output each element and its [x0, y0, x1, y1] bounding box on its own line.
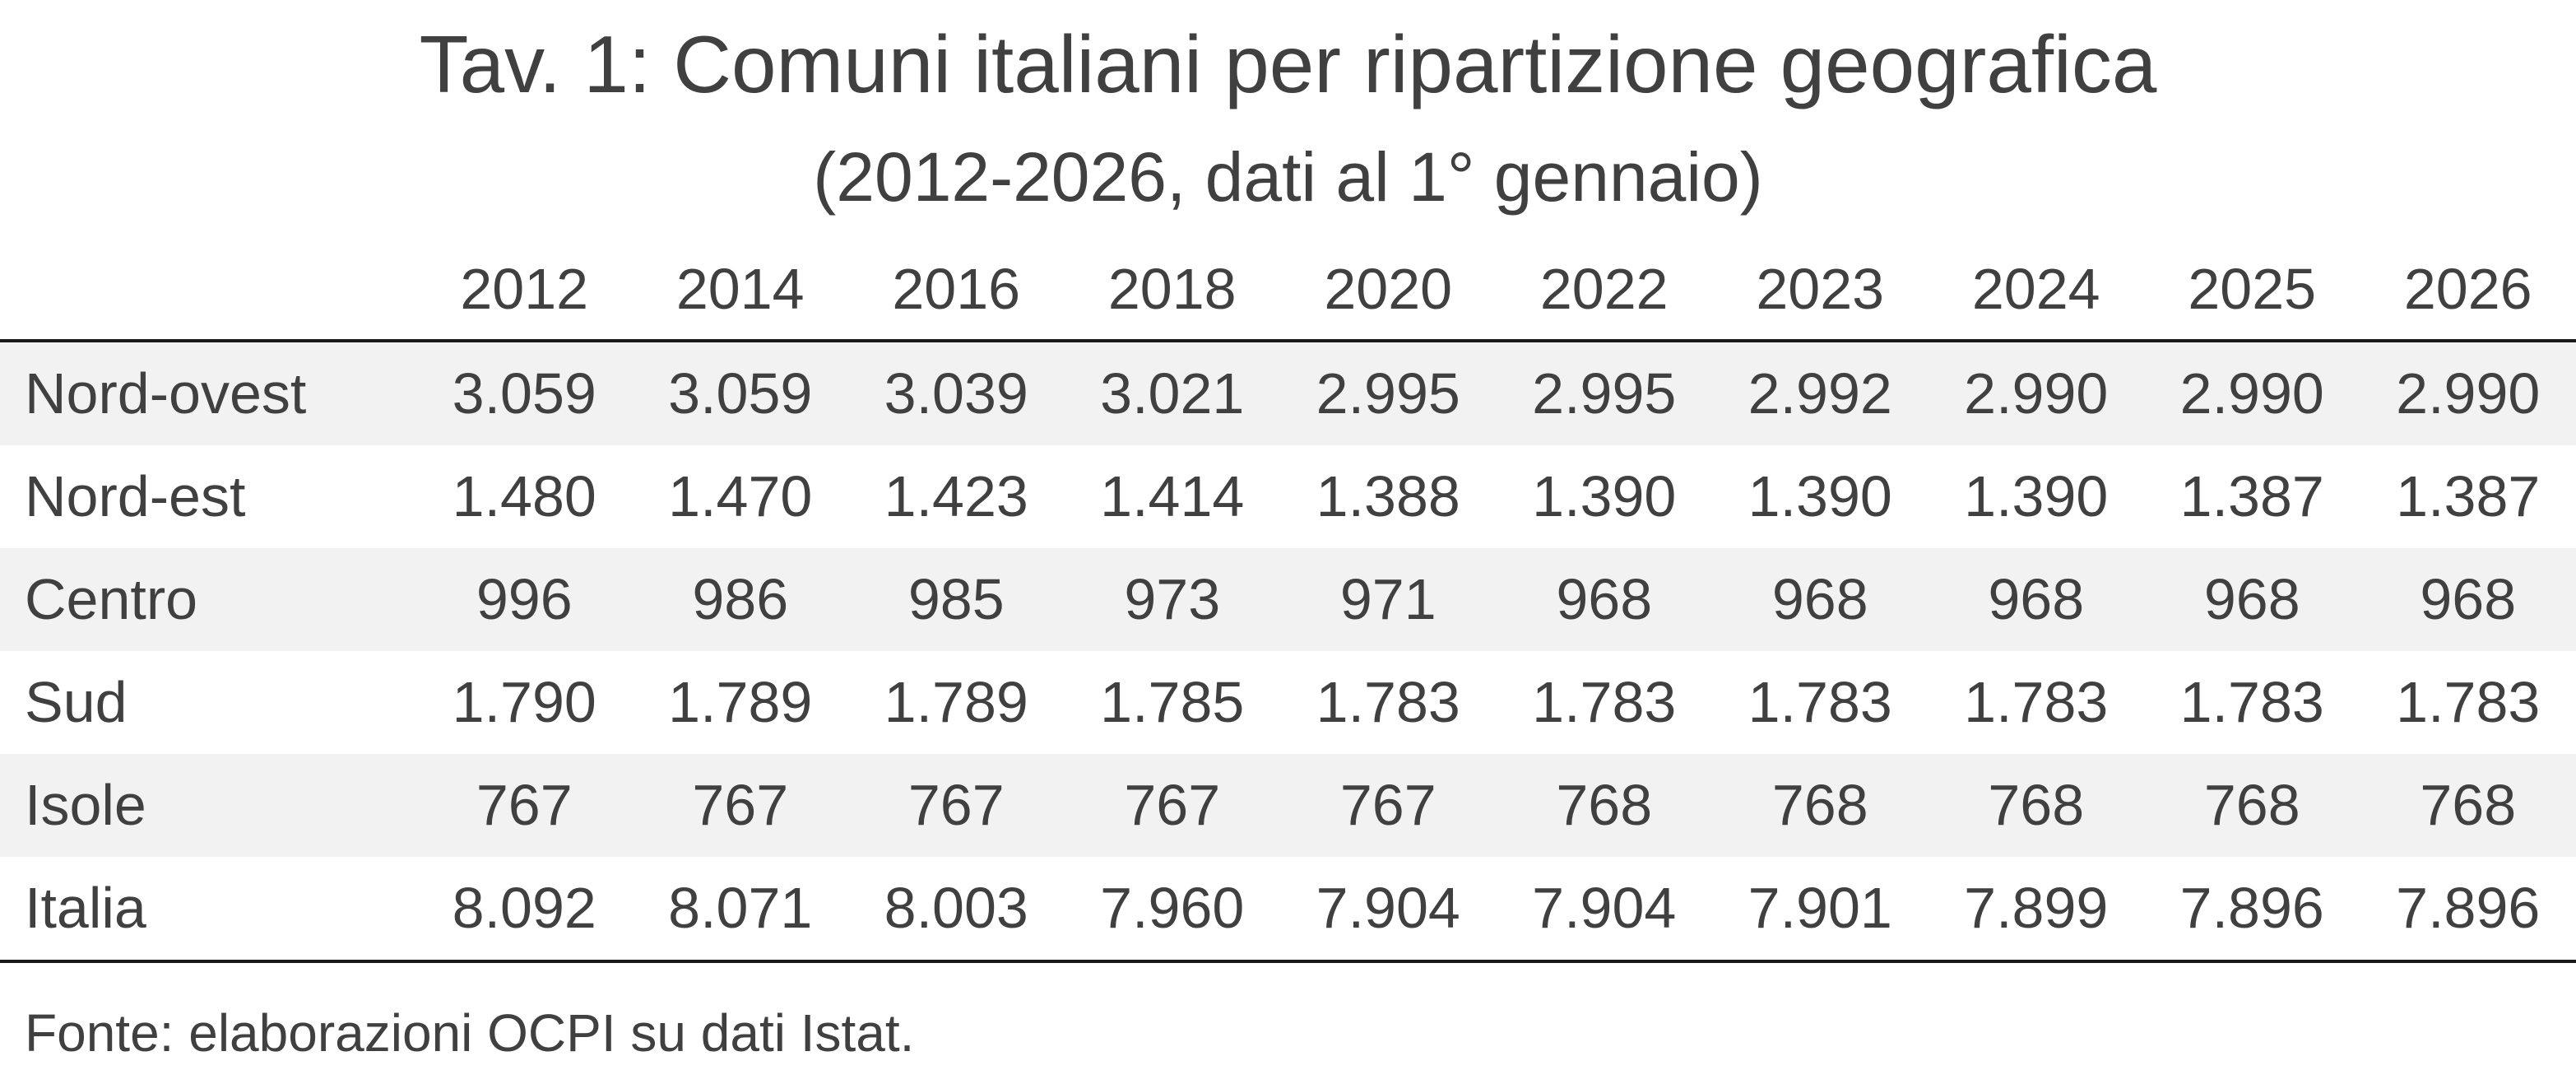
table-cell: 768: [1496, 754, 1712, 857]
column-header-2026: 2026: [2360, 239, 2576, 342]
table-cell: 2.990: [1928, 341, 2144, 445]
source-note: Fonte: elaborazioni OCPI su dati Istat.: [25, 1003, 915, 1063]
table-row: Isole 767 767 767 767 767 768 768 768 768 768: [0, 754, 2576, 857]
column-header-2012: 2012: [416, 239, 633, 342]
table-cell: 971: [1280, 548, 1497, 651]
table-cell: 986: [632, 548, 848, 651]
row-label: Isole: [0, 754, 416, 857]
column-header-2014: 2014: [632, 239, 848, 342]
table-row: Italia 8.092 8.071 8.003 7.960 7.904 7.904 7.90…: [0, 857, 2576, 963]
row-label: Nord-est: [25, 464, 246, 528]
row-label: Italia: [0, 857, 416, 963]
table-cell: 968: [2360, 548, 2576, 651]
table-cell: 7.896: [2360, 857, 2576, 963]
table-row: Sud 1.790 1.789 1.789 1.785 1.783 1.783 1.783 1.…: [0, 651, 2576, 754]
table-cell: 768: [2360, 754, 2576, 857]
column-header-2023: 2023: [1712, 239, 1929, 342]
table-cell: 1.387: [2179, 464, 2324, 528]
column-header-2020: 2020: [1280, 239, 1497, 342]
table-cell: 1.423: [884, 464, 1028, 528]
table-cell: 7.899: [1928, 857, 2144, 963]
table-cell: 1.783: [1748, 670, 1892, 734]
row-label: Sud: [25, 670, 128, 734]
table-cell: 2.990: [2360, 341, 2576, 445]
table-cell: 768: [1928, 754, 2144, 857]
table-subtitle: (2012-2026, dati al 1° gennaio): [813, 138, 1763, 216]
table-cell: 1.390: [1532, 464, 1677, 528]
table-cell: 1.783: [1964, 670, 2109, 734]
column-header-2016: 2016: [848, 239, 1065, 342]
table-cell: 1.387: [2396, 464, 2541, 528]
table-cell: 7.901: [1712, 857, 1929, 963]
table-cell: 7.904: [1496, 857, 1712, 963]
table-cell: 1.390: [1748, 464, 1892, 528]
table-cell: 968: [1496, 548, 1712, 651]
table-cell: 3.021: [1064, 341, 1280, 445]
table-cell: 767: [632, 754, 848, 857]
table-cell: 1.789: [668, 670, 813, 734]
table-cell: 767: [1280, 754, 1497, 857]
table-cell: 2.992: [1712, 341, 1929, 445]
table-cell: 7.960: [1064, 857, 1280, 963]
column-header-2025: 2025: [2144, 239, 2360, 342]
table-row: Nord-ovest 3.059 3.059 3.039 3.021 2.995 2.995…: [0, 341, 2576, 445]
table-cell: 768: [2144, 754, 2360, 857]
table-cell: 968: [1928, 548, 2144, 651]
table-cell: 996: [416, 548, 633, 651]
table-cell: 8.071: [632, 857, 848, 963]
table-cell: 2.995: [1496, 341, 1712, 445]
table-body: Nord-ovest 3.059 3.059 3.039 3.021 2.995 2.995…: [0, 341, 2576, 963]
table-cell: 1.783: [2396, 670, 2541, 734]
row-label: Centro: [0, 548, 416, 651]
table-cell: 3.059: [416, 341, 633, 445]
table-cell: 1.480: [452, 464, 596, 528]
table-cell: 968: [2144, 548, 2360, 651]
table-cell: 1.470: [668, 464, 813, 528]
table-cell: 767: [416, 754, 633, 857]
table-cell: 2.990: [2144, 341, 2360, 445]
table-cell: 767: [1064, 754, 1280, 857]
table-cell: 8.003: [848, 857, 1065, 963]
column-header-2022: 2022: [1496, 239, 1712, 342]
column-header-2024: 2024: [1928, 239, 2144, 342]
table-cell: 973: [1064, 548, 1280, 651]
table-cell: 7.904: [1280, 857, 1497, 963]
table-cell: 1.414: [1100, 464, 1245, 528]
table-cell: 985: [848, 548, 1065, 651]
table-cell: 3.039: [848, 341, 1065, 445]
table-cell: 767: [848, 754, 1065, 857]
table-cell: 1.783: [1532, 670, 1677, 734]
table-cell: 8.092: [416, 857, 633, 963]
table-cell: 1.785: [1100, 670, 1245, 734]
table-cell: 3.059: [632, 341, 848, 445]
table-cell: 1.790: [452, 670, 596, 734]
row-label: Nord-ovest: [0, 341, 416, 445]
table-title: Tav. 1: Comuni italiani per ripartizione…: [419, 19, 2157, 109]
header-row: 2012 2014 2016 2018 2020 2022 2023 2024 2025 2026: [0, 239, 2576, 342]
table-header: 2012 2014 2016 2018 2020 2022 2023 2024 2025 2026: [0, 239, 2576, 342]
corner-cell: [0, 239, 416, 342]
table-cell: 1.388: [1316, 464, 1460, 528]
table-cell: 1.783: [1316, 670, 1460, 734]
table-cell: 968: [1712, 548, 1929, 651]
column-header-2018: 2018: [1064, 239, 1280, 342]
table-cell: 2.995: [1280, 341, 1497, 445]
table-row: Centro 996 986 985 973 971 968 968 968 968 968: [0, 548, 2576, 651]
table-cell: 1.390: [1964, 464, 2109, 528]
table-cell: 1.789: [884, 670, 1028, 734]
table-row: Nord-est 1.480 1.470 1.423 1.414 1.388 1.390 1.…: [0, 445, 2576, 548]
table-cell: 768: [1712, 754, 1929, 857]
data-table: 2012 2014 2016 2018 2020 2022 2023 2024 2025 2026…: [0, 239, 2576, 963]
table-cell: 1.783: [2179, 670, 2324, 734]
table-cell: 7.896: [2144, 857, 2360, 963]
